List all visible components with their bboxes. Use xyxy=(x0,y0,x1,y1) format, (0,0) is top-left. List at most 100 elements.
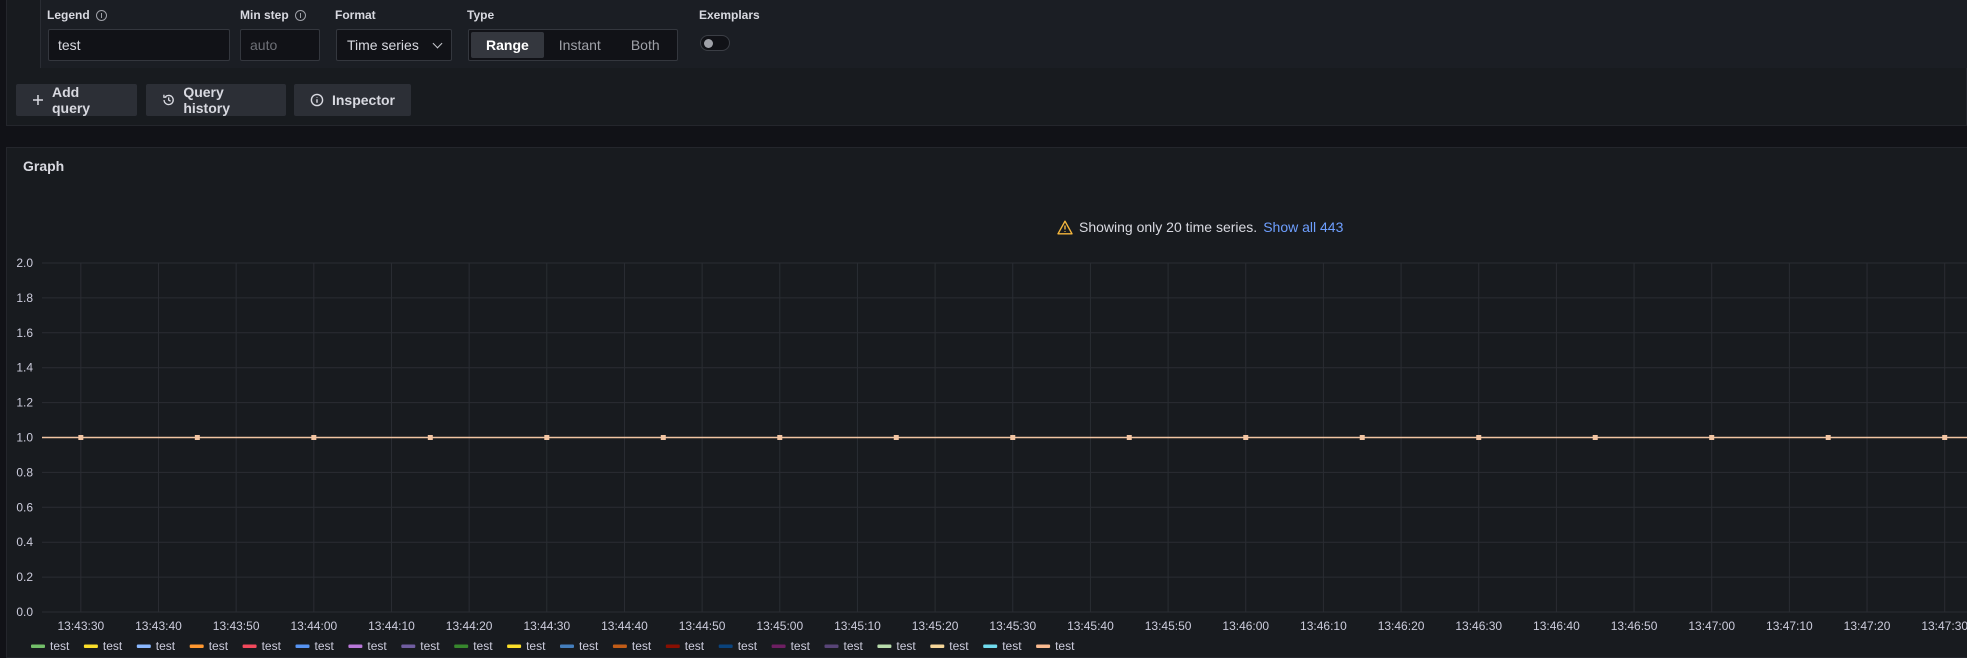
legend-item-label: test xyxy=(420,639,440,653)
inspector-label: Inspector xyxy=(331,92,395,108)
plus-icon xyxy=(32,95,43,105)
warning-text: Showing only 20 time series. xyxy=(1079,219,1258,235)
y-tick-label: 0.8 xyxy=(16,465,33,479)
legend-swatch xyxy=(31,644,45,648)
legend-swatch xyxy=(83,644,98,648)
y-tick-label: 0.6 xyxy=(16,500,33,514)
exemplars-toggle[interactable] xyxy=(700,35,730,51)
exemplars-label: Exemplars xyxy=(699,8,760,22)
legend-item-label: test xyxy=(1055,639,1075,653)
data-point xyxy=(660,435,666,440)
legend-swatch xyxy=(983,644,998,648)
legend-item-label: test xyxy=(367,639,387,653)
legend-item-label: test xyxy=(156,639,176,653)
legend-item-label: test xyxy=(526,639,546,653)
x-tick-label: 13:44:20 xyxy=(446,619,493,633)
x-tick-label: 13:47:00 xyxy=(1688,619,1735,633)
exemplars-label-text: Exemplars xyxy=(699,8,760,22)
legend-swatch xyxy=(771,644,786,648)
legend-item-label: test xyxy=(791,639,811,653)
data-point xyxy=(1592,435,1598,440)
format-select[interactable]: Time series xyxy=(336,29,452,61)
toggle-knob xyxy=(704,39,713,48)
x-tick-label: 13:45:50 xyxy=(1145,619,1192,633)
data-point xyxy=(544,435,550,440)
data-point xyxy=(893,435,899,440)
legend-item-label: test xyxy=(685,639,705,653)
x-tick-label: 13:46:10 xyxy=(1300,619,1347,633)
x-tick-label: 13:46:30 xyxy=(1455,619,1502,633)
legend-swatch xyxy=(295,644,310,648)
y-tick-label: 1.8 xyxy=(16,291,33,305)
y-tick-label: 1.4 xyxy=(16,361,33,375)
info-icon[interactable] xyxy=(294,9,306,21)
y-tick-label: 0.2 xyxy=(16,570,33,584)
min-step-input[interactable] xyxy=(240,29,320,61)
type-label: Type xyxy=(467,8,494,22)
info-circle-icon xyxy=(310,93,324,107)
info-icon[interactable] xyxy=(95,9,107,21)
data-point xyxy=(777,435,783,440)
data-point xyxy=(194,435,200,440)
data-point xyxy=(1243,435,1249,440)
legend-swatch xyxy=(454,644,469,648)
query-history-button[interactable]: Query history xyxy=(146,84,286,116)
history-icon xyxy=(163,94,174,106)
legend-input[interactable] xyxy=(48,29,230,61)
x-tick-label: 13:44:10 xyxy=(368,619,415,633)
x-tick-label: 13:43:30 xyxy=(57,619,104,633)
x-tick-label: 13:44:00 xyxy=(290,619,337,633)
x-tick-label: 13:43:40 xyxy=(135,619,182,633)
x-tick-label: 13:47:20 xyxy=(1844,619,1891,633)
legend-label: Legend xyxy=(47,8,107,22)
graph-panel: Graph Showing only 20 time series. Show … xyxy=(6,147,1967,658)
legend-item-label: test xyxy=(50,639,70,653)
panel-title: Graph xyxy=(23,158,65,174)
type-radio-group: Range Instant Both xyxy=(468,29,678,61)
x-tick-label: 13:47:30 xyxy=(1921,619,1967,633)
x-tick-label: 13:45:30 xyxy=(989,619,1036,633)
query-history-label: Query history xyxy=(183,84,231,116)
legend-swatch xyxy=(877,644,892,648)
time-series-chart[interactable]: 0.0 0.2 0.4 0.6 0.8 1.0 1.2 1.4 1.6 1.8 2.0 13:43:3… xyxy=(7,148,1967,658)
legend-swatch xyxy=(348,644,363,648)
query-options-strip xyxy=(40,0,1967,68)
legend-item-label: test xyxy=(632,639,652,653)
show-all-series-link[interactable]: Show all 443 xyxy=(1263,219,1344,235)
type-option-instant[interactable]: Instant xyxy=(558,37,601,53)
legend-item-label: test xyxy=(1002,639,1022,653)
legend-item-label: test xyxy=(262,639,282,653)
legend-item-label: test xyxy=(738,639,758,653)
legend-swatch xyxy=(189,644,204,648)
format-select-value: Time series xyxy=(347,37,419,53)
add-query-label: Add query xyxy=(51,84,91,116)
y-tick-label: 1.2 xyxy=(16,396,33,410)
inspector-button[interactable]: Inspector xyxy=(294,84,411,116)
legend-swatch xyxy=(824,644,839,648)
legend-swatch xyxy=(242,644,257,648)
legend-item-label: test xyxy=(473,639,493,653)
data-point xyxy=(427,435,433,440)
legend-swatch xyxy=(930,644,945,648)
x-tick-label: 13:46:00 xyxy=(1222,619,1269,633)
data-point xyxy=(1825,435,1831,440)
x-tick-label: 13:43:50 xyxy=(213,619,260,633)
y-tick-label: 1.6 xyxy=(16,326,33,340)
type-option-range[interactable]: Range xyxy=(471,32,544,58)
legend-item-label: test xyxy=(949,639,969,653)
chevron-down-icon xyxy=(432,38,443,48)
data-point xyxy=(1359,435,1365,440)
x-tick-label: 13:44:40 xyxy=(601,619,648,633)
y-tick-label: 1.0 xyxy=(16,431,33,445)
x-tick-label: 13:46:50 xyxy=(1611,619,1658,633)
x-tick-label: 13:47:10 xyxy=(1766,619,1813,633)
legend-item-label: test xyxy=(896,639,916,653)
type-option-both[interactable]: Both xyxy=(630,37,660,53)
x-tick-label: 13:45:10 xyxy=(834,619,881,633)
query-options-row: Legend Min step Format Time series Type … xyxy=(7,0,1967,68)
add-query-button[interactable]: Add query xyxy=(16,84,137,116)
data-point xyxy=(311,435,317,440)
legend-swatch xyxy=(1036,644,1051,648)
data-point xyxy=(1476,435,1482,440)
data-point xyxy=(1126,435,1132,440)
